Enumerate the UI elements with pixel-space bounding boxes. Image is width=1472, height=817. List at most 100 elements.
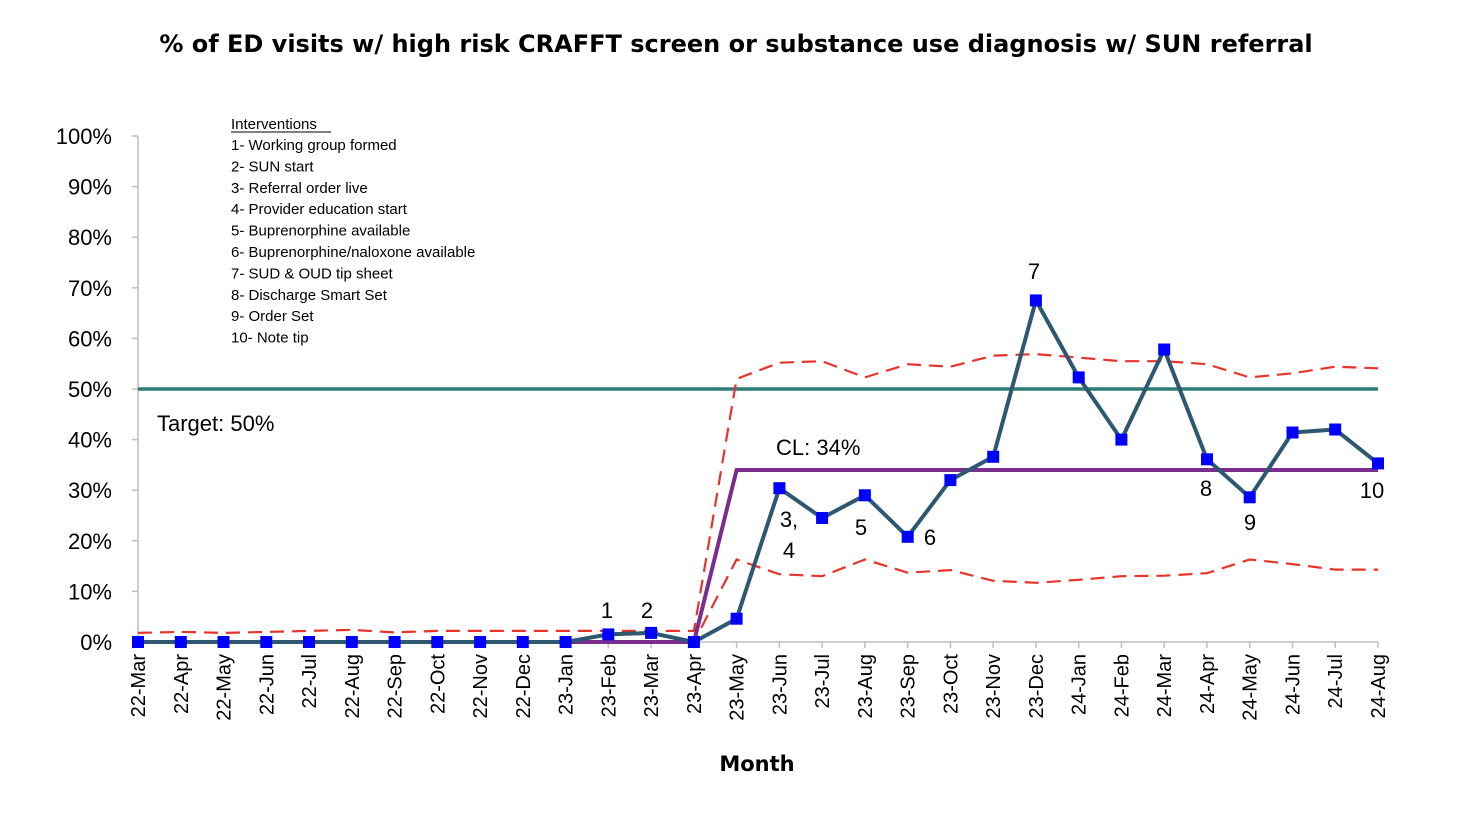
data-point xyxy=(1372,457,1384,470)
data-point xyxy=(516,636,529,648)
y-tick-label: 10% xyxy=(68,579,112,604)
chart-title: % of ED visits w/ high risk CRAFFT scree… xyxy=(159,30,1313,58)
x-tick-label: 22-Nov xyxy=(470,654,492,718)
intervention-item: 8- Discharge Smart Set xyxy=(231,287,388,304)
interventions-heading: Interventions xyxy=(231,116,317,133)
y-tick-label: 90% xyxy=(68,175,112,200)
data-point xyxy=(816,512,829,524)
y-tick-label: 30% xyxy=(68,478,112,503)
data-point xyxy=(1072,371,1085,384)
x-tick-label: 22-Aug xyxy=(342,654,364,719)
x-tick-label: 23-Nov xyxy=(983,654,1005,718)
data-point xyxy=(1115,433,1128,446)
x-tick-label: 23-Aug xyxy=(855,654,877,719)
data-point xyxy=(1158,343,1171,356)
x-tick-label: 22-May xyxy=(214,654,236,721)
y-tick-label: 50% xyxy=(68,377,112,402)
x-tick-label: 23-Jul xyxy=(812,654,834,708)
x-tick-label: 23-Apr xyxy=(684,654,706,714)
x-tick-label: 24-Jun xyxy=(1283,654,1305,715)
annotation-label: 6 xyxy=(924,525,936,550)
x-tick-label: 24-Jan xyxy=(1069,654,1091,715)
data-point xyxy=(687,636,700,648)
intervention-item: 1- Working group formed xyxy=(231,137,397,154)
x-tick-label: 24-May xyxy=(1240,654,1262,721)
data-point xyxy=(858,489,871,502)
y-tick-label: 0% xyxy=(80,630,112,655)
intervention-item: 9- Order Set xyxy=(231,308,314,325)
data-point xyxy=(1286,426,1299,439)
y-tick-label: 60% xyxy=(68,326,112,351)
intervention-item: 10- Note tip xyxy=(231,330,309,347)
annotation-label: 4 xyxy=(783,538,795,563)
annotation-label: 9 xyxy=(1244,510,1256,535)
annotation-label: CL: 34% xyxy=(776,435,860,460)
y-tick-label: 20% xyxy=(68,529,112,554)
upper-control-limit-line xyxy=(137,352,1379,635)
data-point xyxy=(388,636,401,648)
intervention-item: 2- SUN start xyxy=(231,158,314,175)
x-tick-label: 23-Dec xyxy=(1026,654,1048,718)
x-tick-label: 23-Feb xyxy=(598,654,620,717)
x-tick-label: 23-Sep xyxy=(898,654,920,719)
x-tick-label: 24-Jul xyxy=(1325,654,1347,708)
annotation-label: 7 xyxy=(1028,259,1040,284)
y-tick-label: 70% xyxy=(68,276,112,301)
data-point xyxy=(1029,294,1042,307)
data-series-line xyxy=(138,298,1380,644)
x-tick-label: 22-Sep xyxy=(385,654,407,719)
x-tick-label: 23-Jan xyxy=(556,654,578,715)
x-tick-label: 24-Feb xyxy=(1111,654,1133,717)
annotation-label: 8 xyxy=(1200,476,1212,501)
data-point xyxy=(474,636,487,648)
y-tick-label: 100% xyxy=(56,124,112,149)
x-tick-label: 22-Dec xyxy=(513,654,535,718)
x-tick-label: 24-Mar xyxy=(1154,654,1176,718)
x-tick-label: 22-Mar xyxy=(128,654,150,718)
data-point xyxy=(1243,491,1256,504)
y-tick-label: 40% xyxy=(68,428,112,453)
data-point xyxy=(645,626,658,639)
intervention-item: 5- Buprenorphine available xyxy=(231,223,410,240)
x-tick-label: 23-Oct xyxy=(940,654,962,714)
data-point xyxy=(602,628,615,641)
data-point xyxy=(303,636,315,648)
x-tick-label: 23-Mar xyxy=(641,654,663,718)
data-point xyxy=(1201,453,1213,466)
x-tick-label: 22-Jun xyxy=(256,654,278,715)
data-point xyxy=(730,612,743,625)
intervention-item: 3- Referral order live xyxy=(231,180,368,197)
data-point xyxy=(217,636,230,648)
data-point xyxy=(1329,423,1342,436)
intervention-item: 6- Buprenorphine/naloxone available xyxy=(231,244,475,261)
data-point xyxy=(901,530,914,543)
data-point xyxy=(559,636,572,648)
y-tick-label: 80% xyxy=(68,225,112,250)
annotation-label: 3, xyxy=(780,507,798,532)
annotation-label: 5 xyxy=(855,515,867,540)
data-point xyxy=(132,636,144,648)
data-point xyxy=(431,636,444,648)
x-tick-label: 22-Apr xyxy=(171,654,193,714)
x-axis-label: Month xyxy=(719,752,795,776)
intervention-item: 7- SUD & OUD tip sheet xyxy=(231,265,394,282)
annotation-label: 1 xyxy=(601,598,613,623)
x-tick-label: 23-Jun xyxy=(769,654,791,715)
x-tick-label: 24-Apr xyxy=(1197,654,1219,714)
data-point xyxy=(260,636,273,648)
annotation-label: 10 xyxy=(1360,478,1384,503)
x-tick-label: 22-Jul xyxy=(299,654,321,708)
data-point xyxy=(944,474,957,487)
annotation-label: 2 xyxy=(641,598,653,623)
data-point xyxy=(773,482,786,495)
data-point xyxy=(174,636,187,648)
x-tick-label: 24-Aug xyxy=(1368,654,1390,719)
intervention-item: 4- Provider education start xyxy=(231,201,408,218)
x-tick-label: 22-Oct xyxy=(427,654,449,714)
data-point xyxy=(345,636,358,648)
x-tick-label: 23-May xyxy=(727,654,749,721)
data-point xyxy=(987,450,1000,463)
annotation-label: Target: 50% xyxy=(157,411,274,436)
